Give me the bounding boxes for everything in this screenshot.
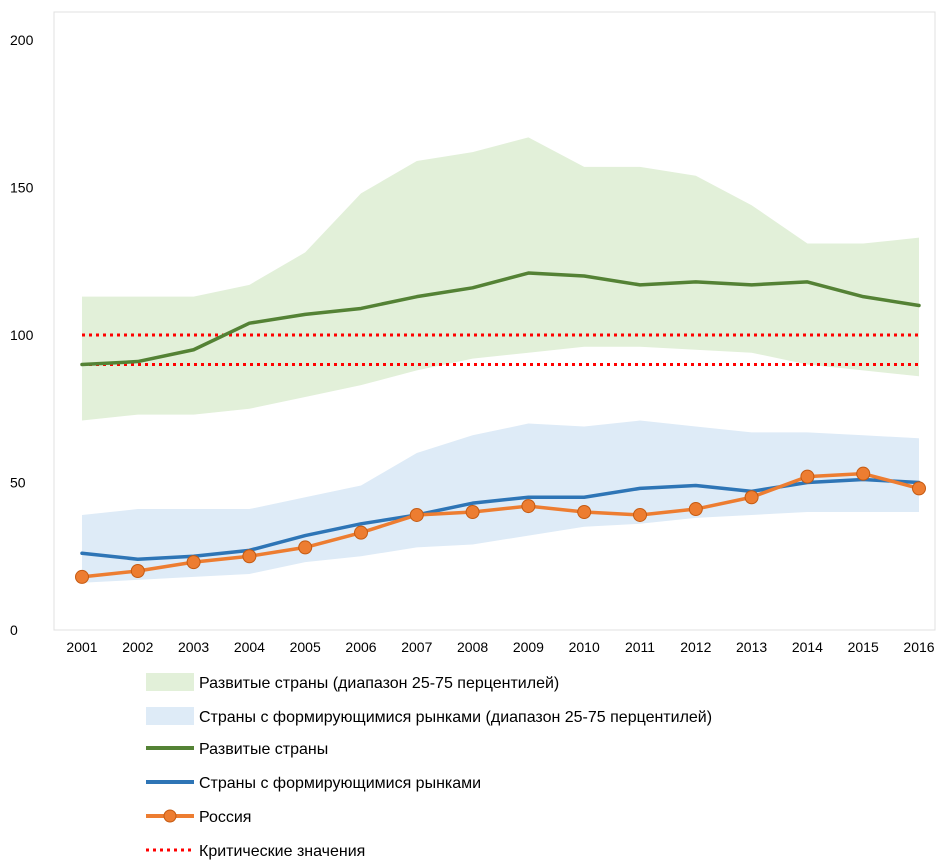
x-tick-label-2009: 2009: [513, 639, 544, 655]
series-2-point-1: [130, 564, 145, 578]
bands-layer: [82, 137, 919, 583]
y-tick-label-150: 150: [10, 180, 34, 196]
markers-layer: [75, 466, 926, 584]
series-2-point-5: [354, 525, 368, 540]
x-tick-label-2003: 2003: [178, 639, 209, 655]
legend-item-developed-band: Развитые страны (диапазон 25-75 перценти…: [146, 673, 559, 692]
legend-item-emerging-line: Страны с формирующимися рынками: [146, 775, 481, 792]
x-tick-label-2015: 2015: [848, 639, 879, 655]
x-tick-label-2014: 2014: [792, 639, 823, 655]
y-tick-label-0: 0: [10, 622, 18, 638]
legend-label-developed-line: Развитые страны: [199, 741, 328, 758]
series-2-point-12: [744, 490, 759, 505]
series-line-0: [80, 271, 921, 367]
plot-border: [53, 11, 936, 631]
x-axis-tick-labels: 2001 2002 2003 2004 2005 2006 2007 2008 2009 2010…: [66, 639, 934, 655]
series-2-point-15: [912, 481, 926, 496]
legend-item-developed-line: Развитые страны: [146, 741, 328, 758]
legend-swatch-russia-marker: [163, 809, 177, 823]
x-tick-label-2008: 2008: [457, 639, 488, 655]
x-tick-label-2013: 2013: [736, 639, 767, 655]
x-tick-label-2005: 2005: [290, 639, 321, 655]
series-line-2: [80, 471, 921, 579]
x-tick-label-2001: 2001: [66, 639, 97, 655]
series-2-point-11: [688, 502, 703, 517]
legend-item-russia: Россия: [146, 809, 251, 826]
x-tick-label-2016: 2016: [903, 639, 934, 655]
series-2-point-0: [75, 569, 89, 584]
lines-layer: [80, 271, 921, 579]
legend-label-emerging-band: Страны с формирующимися рынками (диапазо…: [199, 709, 712, 726]
legend-label-thresholds: Критические значения: [199, 843, 365, 860]
legend: Развитые страны (диапазон 25-75 перценти…: [146, 673, 712, 860]
x-tick-label-2012: 2012: [680, 639, 711, 655]
series-2-point-7: [465, 505, 480, 519]
legend-label-developed-band: Развитые страны (диапазон 25-75 перценти…: [199, 675, 559, 692]
series-2-point-8: [521, 499, 536, 514]
x-tick-label-2007: 2007: [401, 639, 432, 655]
y-tick-label-200: 200: [10, 32, 34, 48]
y-tick-label-100: 100: [10, 327, 34, 343]
legend-swatch-emerging-band: [146, 707, 194, 725]
x-tick-label-2011: 2011: [625, 639, 655, 655]
x-tick-label-2004: 2004: [234, 639, 265, 655]
series-2-point-2: [186, 555, 201, 570]
series-2-point-3: [242, 549, 257, 564]
y-tick-label-50: 50: [10, 475, 26, 491]
legend-label-russia: Россия: [199, 809, 251, 826]
legend-label-emerging-line: Страны с формирующимися рынками: [199, 775, 481, 792]
series-2-point-9: [577, 505, 592, 519]
x-tick-label-2002: 2002: [122, 639, 153, 655]
series-2-point-14: [856, 466, 871, 481]
series-2-point-4: [298, 540, 313, 555]
legend-swatch-developed-band: [146, 673, 194, 691]
series-2-point-6: [409, 507, 424, 522]
x-tick-label-2010: 2010: [569, 639, 600, 655]
series-2-point-10: [633, 507, 647, 522]
y-axis-tick-labels: 0 50 100 150 200: [10, 32, 34, 638]
legend-item-emerging-band: Страны с формирующимися рынками (диапазо…: [146, 707, 712, 726]
series-2-point-13: [800, 469, 815, 484]
x-tick-label-2006: 2006: [345, 639, 376, 655]
legend-item-thresholds: Критические значения: [146, 843, 365, 860]
